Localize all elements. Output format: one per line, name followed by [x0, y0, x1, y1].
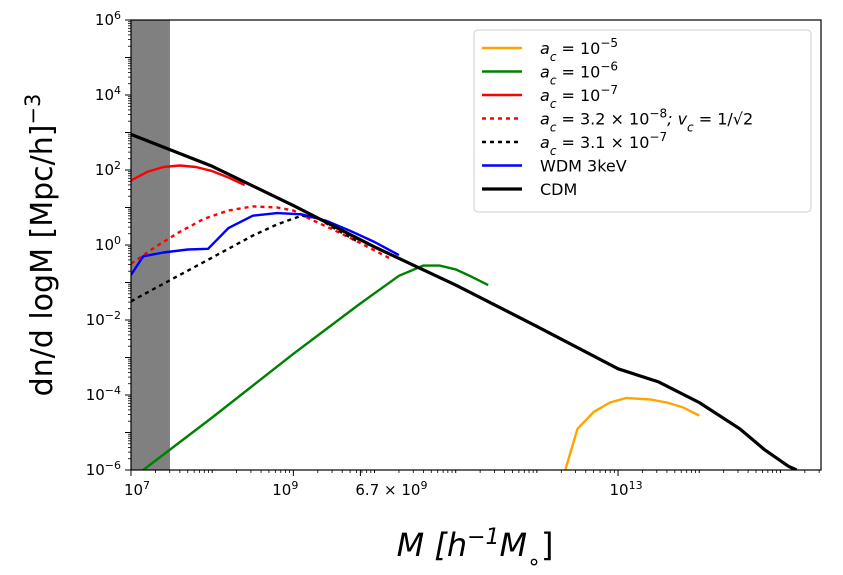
- x-axis-label: M [h−1M∘]: [397, 525, 554, 575]
- y-tick-label: 10−6: [86, 459, 121, 480]
- xlabel-sub: ∘: [527, 550, 541, 575]
- legend-sup: −5: [600, 36, 618, 50]
- xlabel-suffix: M: [500, 526, 528, 564]
- legend-rest: = 10: [556, 86, 600, 105]
- series-line-cdm: [131, 132, 798, 470]
- ylabel-main: dn/d logM [Mpc/h]: [25, 125, 60, 397]
- legend-extra: ; v: [667, 110, 687, 129]
- series-layer: [131, 132, 798, 470]
- y-tick-exp: 2: [114, 159, 121, 172]
- y-tick-exp: 0: [114, 234, 121, 247]
- y-tick-label: 106: [95, 9, 121, 30]
- y-tick-label: 102: [95, 159, 121, 180]
- x-tick-labels: 107 109 6.7 × 109 1013: [124, 479, 643, 500]
- shaded-region: [131, 20, 170, 470]
- legend-label-ac7: ac = 10−7: [540, 83, 618, 111]
- y-tick-base: 10: [95, 86, 114, 104]
- x-tick-label: 1013: [610, 479, 643, 500]
- series-line-ac37: [131, 214, 359, 303]
- legend-sub: c: [550, 97, 557, 111]
- y-tick-base: 10: [86, 311, 105, 329]
- ticks-layer: [125, 19, 820, 476]
- legend-main: a: [540, 39, 550, 58]
- y-tick-label: 104: [95, 84, 121, 105]
- y-tick-exp: 6: [114, 9, 121, 22]
- y-tick-base: 10: [86, 461, 105, 479]
- x-tick-exp: 9: [291, 479, 298, 492]
- legend-extra-sub: c: [687, 121, 694, 135]
- y-tick-base: 10: [95, 236, 114, 254]
- x-tick-base: 10: [610, 481, 629, 499]
- legend-rest: = 3.2 × 10: [556, 110, 649, 129]
- y-tick-exp: −2: [105, 309, 121, 322]
- xlabel-sup: −1: [467, 525, 499, 550]
- x-tick-exp: 7: [143, 479, 150, 492]
- legend-label-wdm: WDM 3keV: [540, 157, 627, 176]
- y-tick-exp: 4: [114, 84, 121, 97]
- x-tick-label: 109: [272, 479, 298, 500]
- x-tick-label: 6.7 × 109: [355, 479, 427, 500]
- y-tick-base: 10: [95, 11, 114, 29]
- legend-extra-rest: = 1/√2: [694, 110, 754, 129]
- x-tick-exp: 13: [629, 479, 643, 492]
- legend-main: a: [540, 86, 550, 105]
- legend-main: a: [540, 110, 550, 129]
- legend-main: a: [540, 63, 550, 82]
- legend-sup: −7: [649, 130, 667, 144]
- x-tick-exp: 9: [420, 479, 427, 492]
- legend: ac = 10−5ac = 10−6ac = 10−7ac = 3.2 × 10…: [473, 29, 812, 213]
- legend-sup: −7: [600, 83, 618, 97]
- y-tick-label: 10−2: [86, 309, 121, 330]
- legend-sub: c: [550, 74, 557, 88]
- x-tick-label: 107: [124, 479, 150, 500]
- legend-label-cdm: CDM: [540, 180, 577, 199]
- legend-label-ac5: ac = 10−5: [540, 36, 618, 64]
- legend-sub: c: [550, 144, 557, 158]
- legend-box: [473, 29, 812, 213]
- legend-sup: −6: [600, 60, 618, 74]
- y-tick-exp: −6: [105, 459, 121, 472]
- y-tick-label: 100: [95, 234, 121, 255]
- legend-sub: c: [550, 121, 557, 135]
- legend-main: a: [540, 133, 550, 152]
- legend-sup: −8: [649, 107, 667, 121]
- legend-rest: = 10: [556, 63, 600, 82]
- series-line-ac5: [564, 396, 700, 470]
- y-tick-base: 10: [86, 386, 105, 404]
- series-line-ac38: [131, 205, 392, 265]
- legend-rest: = 10: [556, 39, 600, 58]
- legend-rest: = 3.1 × 10: [556, 133, 649, 152]
- legend-main: CDM: [540, 180, 577, 199]
- legend-label-ac37: ac = 3.1 × 10−7: [540, 130, 667, 158]
- y-tick-label: 10−4: [86, 384, 121, 405]
- y-tick-base: 10: [95, 161, 114, 179]
- legend-sub: c: [550, 50, 557, 64]
- xlabel-close: ]: [541, 526, 553, 564]
- legend-label-ac6: ac = 10−6: [540, 60, 618, 88]
- x-tick-base: 10: [124, 481, 143, 499]
- legend-main: WDM 3keV: [540, 157, 627, 176]
- series-line-ac6: [142, 264, 489, 470]
- legend-label-ac38: ac = 3.2 × 10−8; vc = 1/√2: [540, 107, 753, 135]
- y-tick-exp: −4: [105, 384, 121, 397]
- xlabel-prefix: M [h: [397, 526, 468, 564]
- x-tick-base: 6.7 × 10: [355, 481, 420, 499]
- x-tick-base: 10: [272, 481, 291, 499]
- series-line-wdm: [131, 211, 400, 276]
- ylabel-sup: −3: [21, 94, 45, 125]
- y-axis-label: dn/d logM [Mpc/h]−3: [21, 94, 60, 397]
- series-line-ac7: [131, 164, 246, 187]
